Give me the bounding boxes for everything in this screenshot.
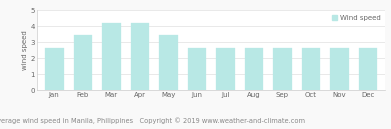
Bar <box>273 48 292 90</box>
Bar <box>245 48 263 90</box>
Bar <box>302 48 320 90</box>
Bar <box>131 23 149 90</box>
Bar <box>45 48 63 90</box>
Bar <box>74 35 92 90</box>
Bar <box>159 35 178 90</box>
Bar <box>359 48 377 90</box>
Bar <box>216 48 235 90</box>
Bar <box>188 48 206 90</box>
Bar <box>102 23 120 90</box>
Legend: Wind speed: Wind speed <box>330 14 382 23</box>
Y-axis label: wind speed: wind speed <box>22 30 28 70</box>
Bar <box>330 48 349 90</box>
Text: Average wind speed in Manila, Philippines   Copyright © 2019 www.weather-and-cli: Average wind speed in Manila, Philippine… <box>0 117 305 124</box>
